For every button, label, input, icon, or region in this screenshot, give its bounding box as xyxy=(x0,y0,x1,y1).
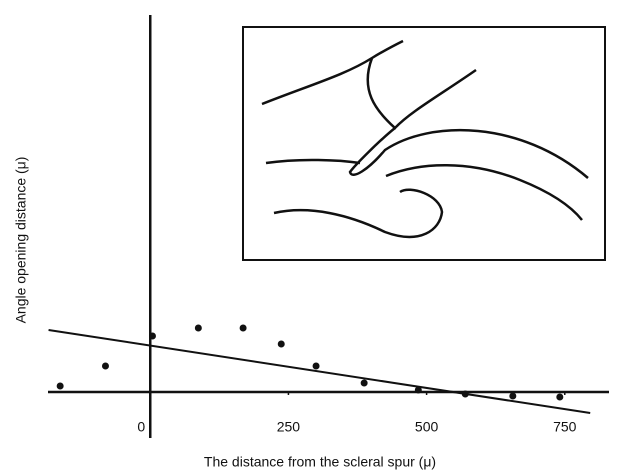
inset-frame xyxy=(242,26,606,261)
data-point xyxy=(312,362,320,370)
data-point xyxy=(360,379,368,387)
data-point xyxy=(56,382,64,390)
x-tick-label: 750 xyxy=(553,419,577,435)
data-point xyxy=(277,340,285,348)
x-tick-label: 0 xyxy=(137,419,145,435)
data-point xyxy=(556,393,564,401)
inset-curve xyxy=(265,158,361,165)
data-point xyxy=(461,390,469,398)
data-point xyxy=(509,392,517,400)
data-point xyxy=(101,362,109,370)
data-point xyxy=(414,386,422,394)
y-axis-label: Angle opening distance (μ) xyxy=(13,157,29,324)
x-axis-label: The distance from the scleral spur (μ) xyxy=(204,454,436,470)
inset-drawing xyxy=(242,26,606,261)
data-point xyxy=(148,332,156,340)
x-tick-label: 250 xyxy=(277,419,301,435)
inset-curve xyxy=(273,188,444,239)
trend-line xyxy=(48,329,591,414)
inset-curve xyxy=(385,164,583,221)
inset-curve xyxy=(261,39,404,106)
data-point xyxy=(194,324,202,332)
data-point xyxy=(239,324,247,332)
inset-curve xyxy=(348,127,589,179)
x-tick-label: 500 xyxy=(415,419,439,435)
inset-curve xyxy=(366,57,477,130)
